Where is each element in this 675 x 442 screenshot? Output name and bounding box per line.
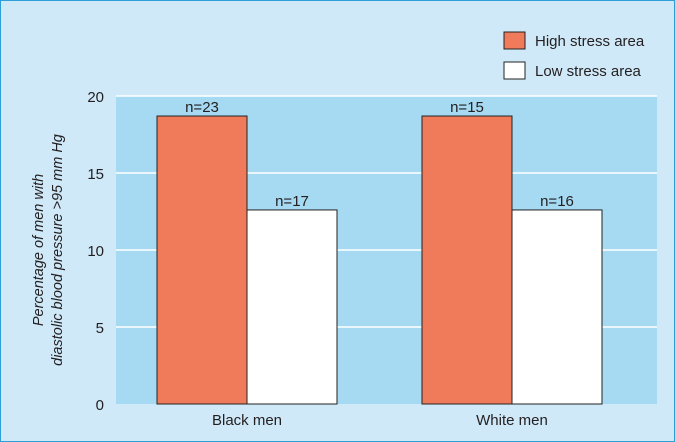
legend-swatch [503, 61, 526, 80]
bars: n=23 n=17 n=15 n=16 [156, 99, 603, 405]
y-axis-title-line-1: Percentage of men with [31, 174, 47, 326]
y-tick-label: 10 [87, 243, 104, 260]
legend: High stress area Low stress area [503, 31, 645, 80]
y-tick-label: 20 [87, 89, 104, 106]
legend-label: Low stress area [535, 63, 642, 80]
bar [156, 115, 248, 405]
bar-data-label: n=16 [540, 193, 574, 210]
x-tick-label: White men [476, 412, 548, 429]
y-axis-title-line-2: diastolic blood pressure >95 mm Hg [50, 134, 66, 366]
bar [511, 209, 603, 405]
x-axis: Black men White men [212, 412, 548, 429]
legend-label: High stress area [535, 33, 645, 50]
y-axis-title: Percentage of men with diastolic blood p… [31, 134, 66, 366]
bar [246, 209, 338, 405]
y-tick-label: 5 [96, 320, 104, 337]
y-axis: 0 5 10 15 20 [87, 89, 104, 414]
bar [421, 115, 513, 405]
y-tick-label: 0 [96, 397, 104, 414]
x-tick-label: Black men [212, 412, 282, 429]
y-tick-label: 15 [87, 166, 104, 183]
bar-data-label: n=23 [185, 99, 219, 116]
bar-data-label: n=17 [275, 193, 309, 210]
legend-swatch [503, 31, 526, 50]
bar-data-label: n=15 [450, 99, 484, 116]
